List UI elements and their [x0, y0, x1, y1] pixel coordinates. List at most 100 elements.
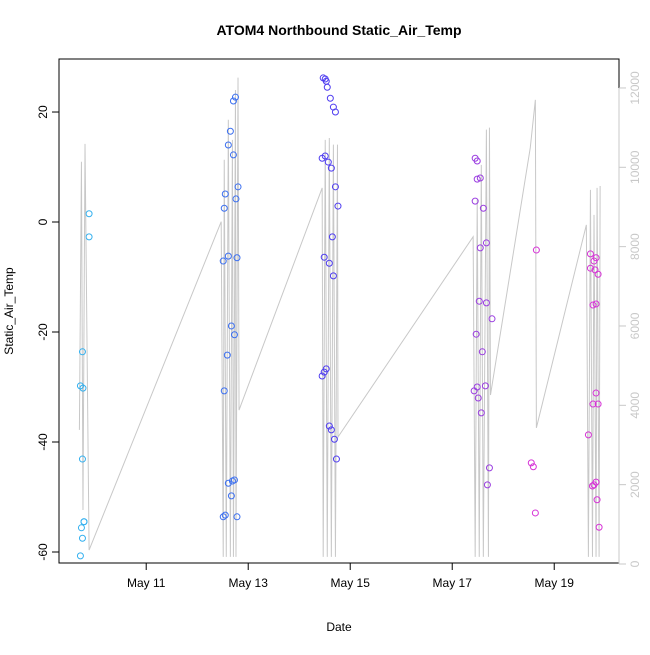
x-axis-label: Date — [326, 620, 352, 634]
y-tick-label: -60 — [36, 543, 50, 561]
point — [78, 455, 86, 463]
point — [592, 389, 600, 397]
y2-tick-label: 10000 — [628, 150, 642, 184]
point — [527, 459, 535, 467]
point — [318, 372, 326, 380]
x-tick-label: May 11 — [127, 576, 166, 590]
point — [326, 94, 334, 102]
point — [478, 348, 486, 356]
point — [85, 233, 93, 241]
point — [473, 383, 481, 391]
point — [532, 246, 540, 254]
point — [479, 204, 487, 212]
x-tick-label: May 13 — [229, 576, 269, 590]
y2-tick-label: 4000 — [628, 392, 642, 419]
point — [226, 127, 234, 135]
point — [473, 175, 481, 183]
y2-tick-label: 2000 — [628, 471, 642, 498]
point — [76, 552, 84, 560]
point — [473, 157, 481, 165]
point — [325, 259, 333, 267]
y2-tick-label: 6000 — [628, 312, 642, 339]
point — [322, 365, 330, 373]
y-tick-label: 20 — [36, 105, 50, 119]
y-tick-label: -20 — [36, 323, 50, 341]
point — [481, 382, 489, 390]
point — [474, 394, 482, 402]
point — [230, 331, 238, 339]
point — [232, 195, 240, 203]
point — [592, 254, 600, 262]
point — [330, 435, 338, 443]
point — [323, 83, 331, 91]
point — [331, 108, 339, 116]
point — [219, 513, 227, 521]
point — [80, 518, 88, 526]
point — [594, 270, 602, 278]
point — [472, 330, 480, 338]
y-tick-label: 0 — [36, 218, 50, 225]
point — [586, 264, 594, 272]
point — [588, 482, 596, 490]
point — [233, 513, 241, 521]
point — [332, 455, 340, 463]
point — [329, 272, 337, 280]
point — [327, 426, 335, 434]
point — [220, 387, 228, 395]
point — [595, 523, 603, 531]
point — [593, 496, 601, 504]
point — [584, 431, 592, 439]
point — [221, 511, 229, 519]
point — [471, 197, 479, 205]
point — [482, 299, 490, 307]
point — [331, 183, 339, 191]
point — [476, 174, 484, 182]
point — [227, 322, 235, 330]
y-tick-label: -40 — [36, 433, 50, 451]
point — [327, 164, 335, 172]
point — [219, 257, 227, 265]
point — [589, 400, 597, 408]
point — [328, 233, 336, 241]
point — [321, 152, 329, 160]
point — [589, 301, 597, 309]
point — [224, 141, 232, 149]
point — [231, 93, 239, 101]
x-tick-label: May 19 — [535, 576, 575, 590]
point — [482, 239, 490, 247]
point — [78, 348, 86, 356]
x-tick-label: May 15 — [331, 576, 371, 590]
y2-tick-label: 0 — [628, 560, 642, 567]
point — [224, 479, 232, 487]
point — [477, 409, 485, 417]
point — [221, 190, 229, 198]
chart-title: ATOM4 Northbound Static_Air_Temp — [216, 22, 461, 38]
point — [229, 97, 237, 105]
point — [592, 300, 600, 308]
point — [529, 463, 537, 471]
point — [324, 158, 332, 166]
point — [79, 384, 87, 392]
point — [475, 297, 483, 305]
point — [334, 202, 342, 210]
y-axis-label: Static_Air_Temp — [2, 267, 16, 355]
point — [594, 400, 602, 408]
point — [234, 183, 242, 191]
point — [483, 481, 491, 489]
altitude-line — [78, 77, 601, 557]
point — [592, 478, 600, 486]
point — [586, 250, 594, 258]
point — [320, 253, 328, 261]
x-tick-label: May 17 — [433, 576, 473, 590]
point — [325, 422, 333, 430]
point — [485, 464, 493, 472]
point — [233, 254, 241, 262]
point — [77, 524, 85, 532]
y2-tick-label: 12000 — [628, 71, 642, 105]
point — [230, 476, 238, 484]
point — [85, 210, 93, 218]
point — [224, 252, 232, 260]
y2-tick-label: 8000 — [628, 233, 642, 260]
